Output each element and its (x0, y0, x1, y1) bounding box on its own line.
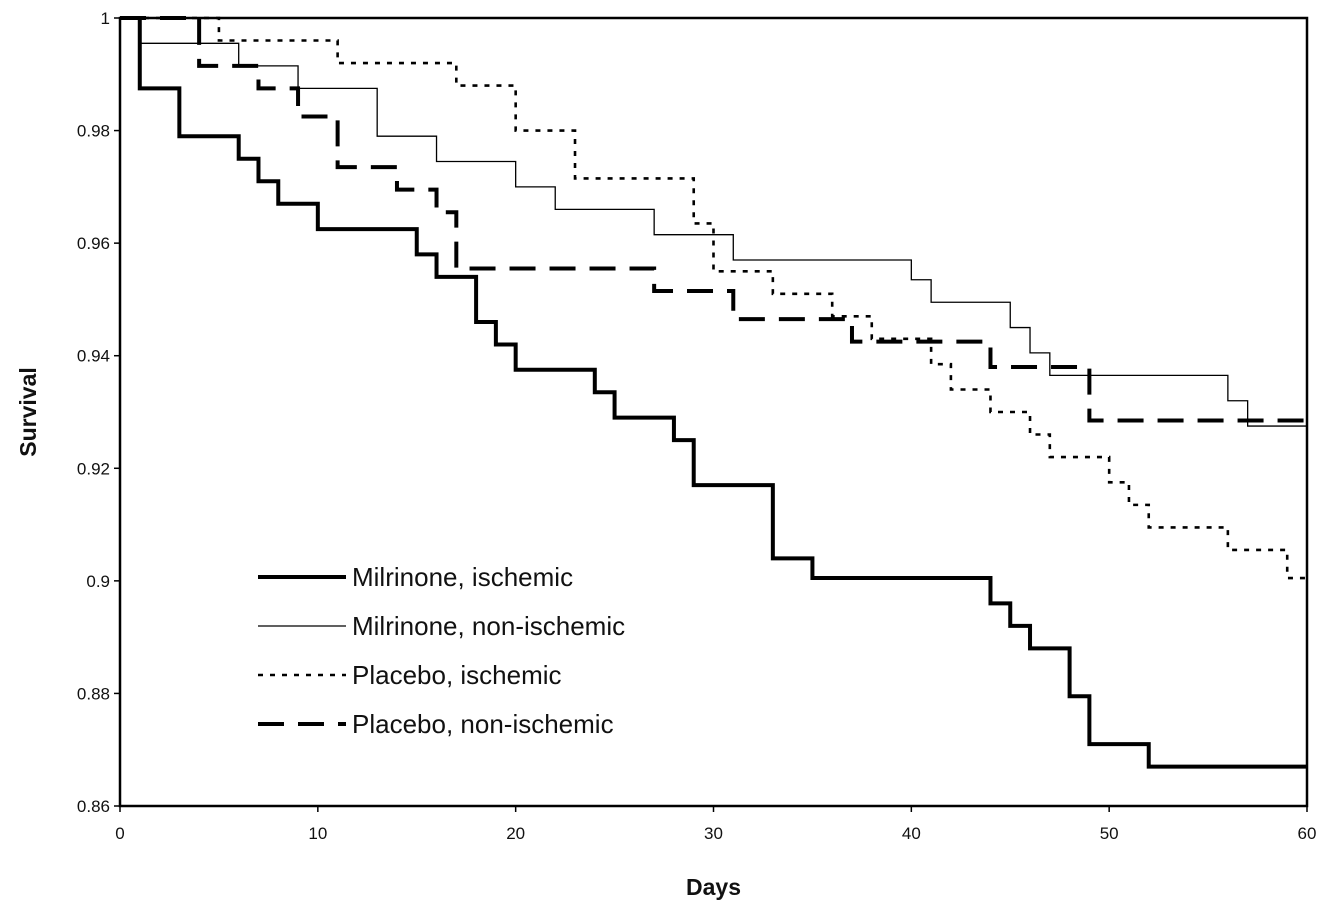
x-axis-title: Days (686, 874, 741, 900)
y-tick-label: 0.9 (86, 572, 110, 591)
plot-frame (118, 16, 1309, 808)
x-tick-label: 0 (115, 824, 124, 843)
legend-label: Milrinone, non-ischemic (352, 611, 625, 641)
y-tick-label: 0.86 (77, 797, 110, 816)
x-tick-label: 40 (902, 824, 921, 843)
legend-label: Placebo, ischemic (352, 660, 562, 690)
x-tick-label: 30 (704, 824, 723, 843)
x-tick-label: 20 (506, 824, 525, 843)
series-line-milrinone-non-ischemic (120, 17, 1307, 427)
legend-label: Milrinone, ischemic (352, 562, 573, 592)
series-line-milrinone-ischemic (120, 16, 1307, 769)
series-layer (120, 16, 1307, 769)
y-tick-label: 0.88 (77, 684, 110, 703)
x-tick-label: 60 (1298, 824, 1317, 843)
y-tick-label: 0.92 (77, 459, 110, 478)
y-tick-label: 1 (101, 9, 110, 28)
x-tick-label: 50 (1100, 824, 1119, 843)
y-axis-title: Survival (15, 367, 41, 457)
x-axis-ticks: 0 10 20 30 40 50 60 (115, 806, 1316, 843)
y-tick-label: 0.96 (77, 234, 110, 253)
y-tick-label: 0.94 (77, 347, 110, 366)
x-tick-label: 10 (308, 824, 327, 843)
y-axis-ticks: 0.86 0.88 0.9 0.92 0.94 0.96 0.98 1 (77, 9, 120, 816)
legend: Milrinone, ischemic Milrinone, non-ischem… (258, 562, 625, 739)
series-line-placebo-non-ischemic (120, 16, 1307, 423)
y-tick-label: 0.98 (77, 122, 110, 141)
legend-label: Placebo, non-ischemic (352, 709, 614, 739)
